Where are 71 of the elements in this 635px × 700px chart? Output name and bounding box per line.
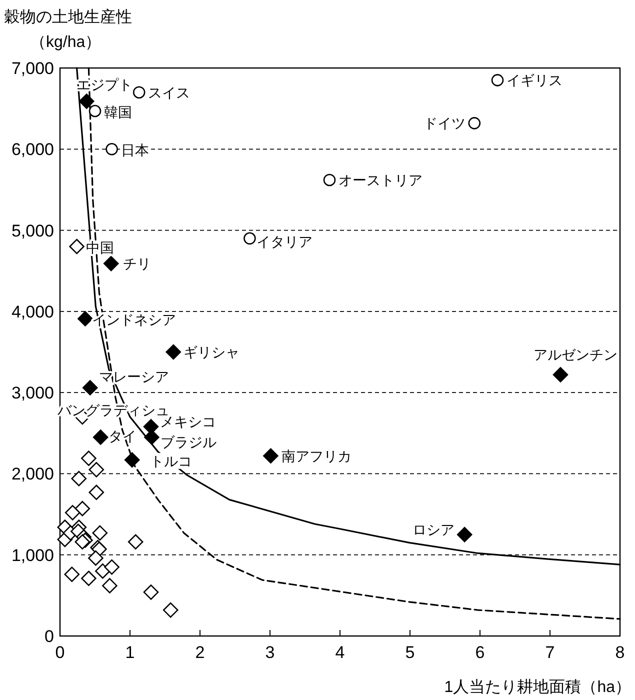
x-tick-label: 8 — [615, 643, 625, 662]
point — [143, 584, 159, 600]
point — [81, 570, 96, 586]
point — [106, 142, 118, 156]
y-tick-label: 3,000 — [11, 384, 54, 403]
point — [103, 256, 119, 272]
point — [64, 566, 80, 582]
x-tick-label: 3 — [265, 643, 275, 662]
point — [244, 232, 256, 245]
point — [82, 380, 98, 396]
annotation: ギリシャ — [183, 344, 240, 360]
point — [104, 559, 120, 575]
point — [74, 534, 90, 550]
point — [92, 430, 108, 445]
point — [88, 104, 102, 118]
point — [88, 550, 104, 566]
point — [132, 86, 146, 98]
x-tick-label: 7 — [545, 643, 555, 662]
point — [323, 174, 336, 186]
x-tick-label: 5 — [405, 643, 415, 662]
y-tick-label: 5,000 — [11, 221, 54, 240]
point — [468, 117, 481, 130]
annotation: 韓国 — [104, 104, 132, 120]
text: （kg/ha） — [30, 34, 102, 51]
point — [162, 602, 178, 618]
annotation: 南アフリカ — [282, 448, 352, 464]
y-tick-label: 0 — [44, 627, 54, 646]
x-axis-title: 1人当たり耕地面積（ha） — [444, 678, 631, 696]
point — [143, 419, 159, 434]
point — [456, 526, 472, 542]
point — [95, 563, 110, 579]
x-tick-label: 2 — [195, 643, 205, 662]
x-tick-label: 4 — [335, 643, 345, 662]
annotation: アルゼンチン — [534, 346, 618, 363]
point — [71, 470, 87, 486]
point — [102, 578, 118, 594]
point — [74, 500, 90, 516]
annotation: タイ — [108, 428, 137, 444]
annotation: ブラジル — [160, 434, 217, 450]
annotation: オーストリア — [338, 172, 422, 188]
point — [263, 448, 278, 464]
annotation: ロシア — [412, 522, 455, 538]
annotation: マレーシア — [99, 368, 170, 385]
point — [552, 367, 568, 382]
y-axis-title: 穀物の土地生産性 — [4, 8, 132, 26]
point — [81, 450, 96, 466]
point — [64, 505, 80, 520]
point — [128, 534, 144, 550]
annotation: チリ — [123, 256, 152, 272]
point — [88, 484, 104, 500]
point — [166, 344, 182, 360]
y-tick-label: 4,000 — [11, 302, 54, 322]
annotation: イタリア — [256, 233, 313, 250]
annotation: スイス — [148, 84, 190, 100]
point — [92, 525, 108, 541]
annotation: イギリス — [506, 72, 562, 88]
point — [69, 238, 84, 254]
annotation: トルコ — [150, 452, 192, 469]
point — [144, 430, 160, 445]
point — [491, 74, 504, 86]
point — [78, 94, 94, 109]
x-tick-label: 6 — [475, 643, 485, 662]
point — [124, 452, 140, 468]
point — [88, 462, 104, 478]
y-tick-label: 2,000 — [11, 464, 54, 484]
y-tick-label: 7,000 — [11, 59, 54, 78]
x-tick-label: 1 — [125, 643, 135, 662]
point — [78, 311, 93, 326]
y-tick-label: 1,000 — [11, 546, 54, 565]
annotation: ドイツ — [423, 115, 466, 132]
y-tick-label: 6,000 — [11, 140, 54, 160]
